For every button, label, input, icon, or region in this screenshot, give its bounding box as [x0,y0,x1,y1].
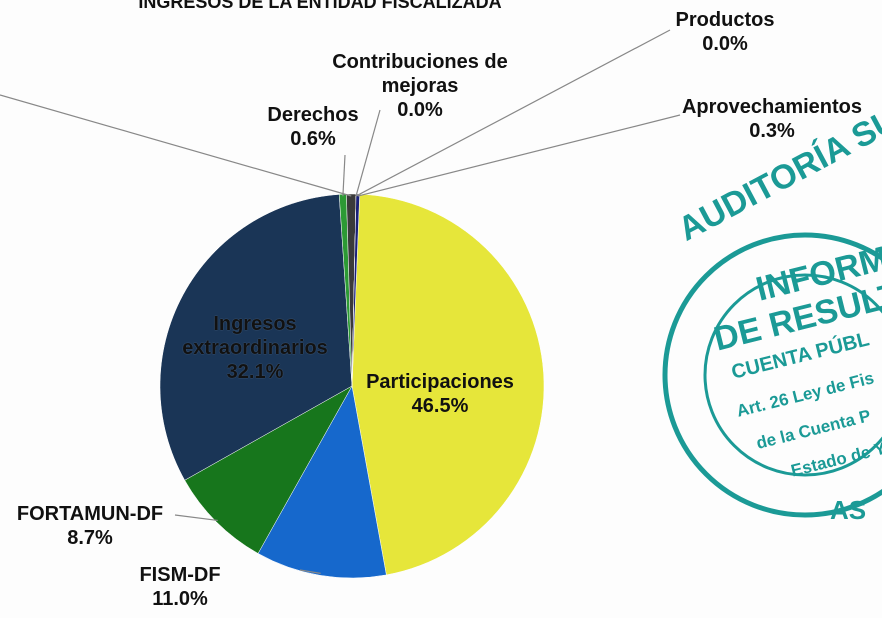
category-label: FISM-DF [139,564,221,586]
slice-label: Aprovechamientos 0.3% [672,95,872,143]
slice-label: Derechos 0.6% [248,103,378,151]
pie-slice [184,385,353,554]
value-label: 8.7% [67,527,113,549]
category-label: Ingresos extraordinarios [182,313,328,359]
leader-line [299,569,321,574]
value-label: 0.0% [397,99,443,121]
leader-line [342,154,346,197]
value-label: 0.3% [749,120,795,142]
stamp-ring [703,273,882,477]
value-label: 11.0% [152,588,208,610]
slice-label: FISM-DF 11.0% [120,563,240,611]
category-label: Derechos [267,104,359,126]
value-label: 32.1% [226,361,284,383]
leader-line [174,514,218,522]
chart-title: INGRESOS DE LA ENTIDAD FISCALIZADA [138,0,502,12]
leader-line [357,114,681,197]
value-label: 46.5% [411,395,469,417]
slice-label: Participaciones 46.5% [345,370,535,418]
pie-slice [351,193,545,576]
category-label: Aprovechamientos [681,96,863,118]
slice-label: Productos 0.0% [660,8,790,56]
value-label: 0.0% [702,33,748,55]
stamp-text: AS [830,495,867,525]
pie-slice [257,385,387,579]
slice-label: Contribuciones de mejoras 0.0% [320,50,520,122]
slice-label: FORTAMUN-DF 8.7% [0,502,180,550]
category-label: Contribuciones de mejoras [332,51,508,97]
category-label: FORTAMUN-DF [16,503,164,525]
leader-line [355,109,381,197]
slice-label: Ingresos extraordinarios 32.1% [165,312,345,384]
category-label: Participaciones [366,371,514,393]
stamp-ring [662,232,882,518]
pie-slice [159,194,353,481]
category-label: Productos [675,9,775,31]
leader-line [0,94,352,197]
value-label: 0.6% [290,128,336,150]
leader-line [355,29,671,197]
